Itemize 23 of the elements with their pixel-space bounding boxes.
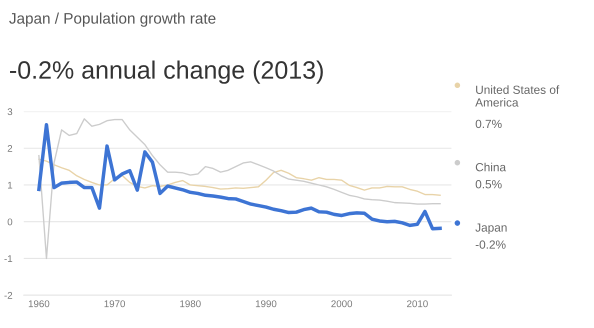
- line-series: [38, 158, 441, 196]
- x-tick-label: 2010: [407, 300, 428, 308]
- text: 0.7%: [476, 120, 502, 128]
- line-series: [38, 118, 441, 260]
- text: 0.5%: [476, 180, 502, 188]
- x-tick-label: 1980: [180, 300, 201, 308]
- x-tick-label: 1960: [28, 300, 50, 308]
- x-tick-label: 1970: [104, 300, 126, 308]
- y-tick-label: 1: [8, 182, 12, 189]
- legend-label: China: [476, 162, 506, 172]
- y-tick-label: 2: [8, 144, 12, 152]
- x-tick-label: 1990: [256, 300, 276, 308]
- chart-title: Japan / Population growth rate: [9, 12, 216, 27]
- legend-label: Japan: [475, 223, 507, 234]
- y-tick-label: 3: [8, 108, 12, 116]
- text: -0.2%: [476, 240, 506, 249]
- chart-subtitle: -0.2% annual change (2013): [10, 60, 323, 84]
- y-tick-label: -2: [4, 292, 12, 299]
- line-series: [37, 123, 442, 230]
- x-tick-label: 2000: [331, 300, 352, 308]
- y-tick-label: -1: [4, 255, 12, 262]
- y-tick-label: 0: [8, 218, 12, 226]
- legend-label: United States of America: [475, 85, 560, 107]
